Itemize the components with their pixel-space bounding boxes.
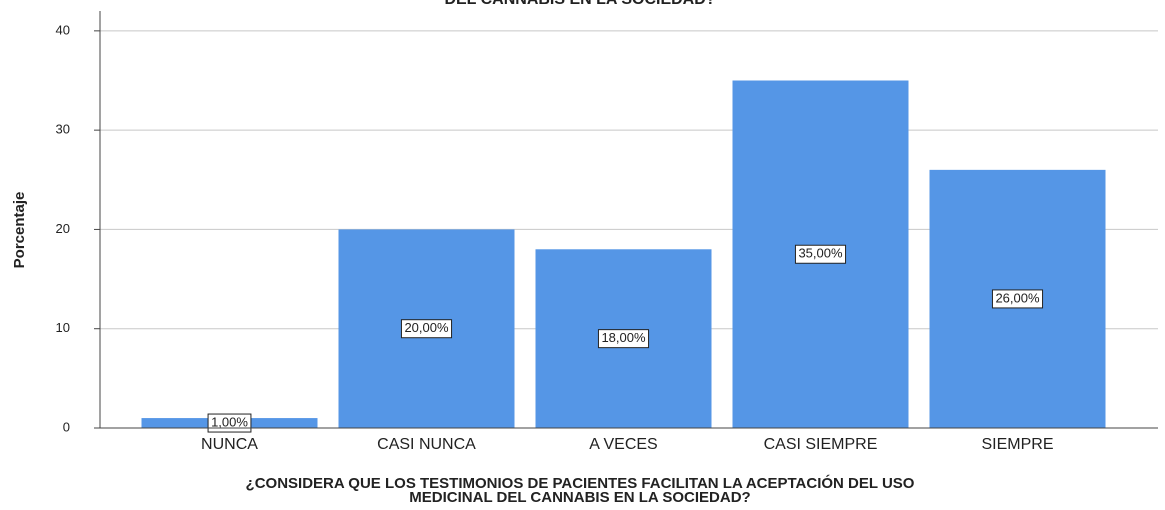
value-label-box	[794, 244, 847, 264]
value-label-box	[400, 319, 453, 339]
y-tick-label: 20	[56, 221, 70, 236]
x-axis-label: ¿CONSIDERA QUE LOS TESTIMONIOS DE PACIEN…	[246, 474, 915, 492]
x-tick-label: CASI NUNCA	[377, 436, 476, 453]
y-tick-label: 40	[56, 22, 70, 37]
value-label: 26,00%	[995, 290, 1040, 305]
x-tick-label: CASI SIEMPRE	[764, 436, 878, 453]
value-label: 1,00%	[211, 414, 248, 429]
y-axis-label: Porcentaje	[11, 192, 28, 269]
value-label: 35,00%	[798, 246, 843, 261]
value-label: 20,00%	[404, 320, 449, 335]
value-label-box	[597, 329, 650, 349]
chart-title: DEL CANNABIS EN LA SOCIEDAD?	[444, 0, 715, 8]
x-tick-label: NUNCA	[201, 436, 258, 453]
x-axis-label: MEDICINAL DEL CANNABIS EN LA SOCIEDAD?	[409, 489, 750, 506]
value-label-box	[991, 289, 1044, 309]
x-tick-label: SIEMPRE	[981, 436, 1053, 453]
y-tick-label: 10	[56, 320, 70, 335]
value-label: 18,00%	[601, 330, 646, 345]
x-tick-label: A VECES	[589, 436, 657, 453]
y-tick-label: 30	[56, 122, 70, 137]
y-tick-label: 0	[63, 419, 70, 434]
